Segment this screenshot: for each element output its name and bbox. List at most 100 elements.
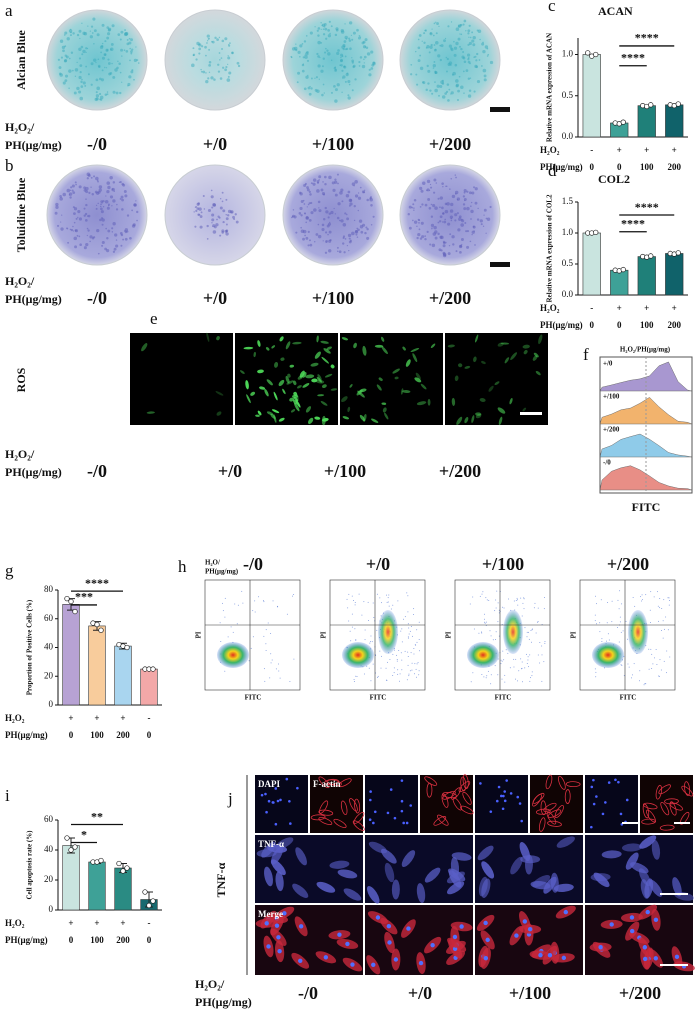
stain-dot [213,225,217,229]
stain-dot [136,219,138,222]
data-point [68,847,74,853]
event [648,648,650,650]
stain-dot [331,181,335,185]
event [495,631,497,633]
stain-dot [442,221,444,223]
stain-dot [216,218,218,221]
event [599,622,601,624]
stain-dot [408,226,412,230]
stain-dot [355,233,358,236]
x-row-value: + [120,918,125,928]
stain-dot [351,231,355,236]
stain-dot [80,85,84,88]
cell [323,348,331,354]
stain-dot [438,25,440,28]
event [389,659,391,661]
stain-dot [351,182,356,186]
nucleus [393,816,397,820]
cell [333,818,347,829]
nucleus [518,802,522,805]
stain-dot [99,218,102,222]
x-row-name: H₂O₂ [5,918,25,928]
stain-dot [124,32,128,37]
y-tick-label: 20 [44,874,54,884]
stain-dot [137,62,140,64]
cell [275,871,284,892]
cell [497,342,504,347]
event [641,599,643,601]
stain-dot [370,204,373,207]
event [668,597,670,599]
event [526,662,528,664]
event [351,595,353,597]
group: +/100 [509,983,551,1003]
event [472,672,474,674]
stain-dot [460,85,464,90]
cell [447,344,455,348]
stain-dot [83,246,87,250]
event [385,679,387,681]
cell [347,406,351,413]
x-row-value: 100 [90,935,104,945]
group: +/200 [619,983,661,1003]
event [595,671,597,673]
chart-title: COL2 [598,172,630,186]
event [660,669,662,671]
stain-dot [60,56,63,59]
cell [547,820,562,827]
stain-dot [424,203,428,207]
event [658,620,660,622]
stain-dot [119,198,122,200]
stain-dot [324,206,327,210]
cell [141,343,148,352]
cell [294,402,300,412]
event [258,596,260,598]
stain-dot [198,213,201,216]
stain-dot [91,32,94,34]
stain-dot [420,189,424,193]
stain-dot [351,61,354,64]
cell [681,785,694,797]
cell [314,351,321,359]
stain-dot [102,205,105,208]
nucleus [509,792,513,795]
stain-dot [313,208,317,212]
stain-dot [92,17,96,21]
stain-dot [119,231,123,235]
stain-dot [477,29,482,33]
stain-dot [442,185,444,188]
cell [464,365,471,369]
stain-dot [206,42,208,44]
stain-dot [79,71,82,74]
event [528,638,530,640]
stain-dot [74,229,77,232]
stain-dot [218,36,221,39]
data-point [150,898,156,904]
data-point [648,253,654,259]
cell [264,866,273,887]
event [416,663,418,665]
stain-dot [417,218,420,221]
nucleus [607,781,611,784]
stain-dot [73,236,78,241]
stain-dot [306,206,308,208]
stain-dot [334,213,337,215]
event [396,660,398,662]
event [632,596,634,598]
stain-dot [100,78,105,82]
stain-dot [444,218,447,221]
x-row-value: 200 [116,935,130,945]
event [354,604,356,606]
nucleus [629,915,635,920]
stain-dot [70,31,72,34]
x-row-value: 0 [617,320,622,330]
well [164,164,266,266]
stain-dot [455,176,457,179]
y-tick-label: 0.0 [562,289,574,299]
cell [553,883,574,892]
stain-dot [430,215,434,218]
nucleus [373,810,377,814]
cell [357,390,365,398]
cell [376,384,382,391]
x-row-value: + [68,713,73,723]
